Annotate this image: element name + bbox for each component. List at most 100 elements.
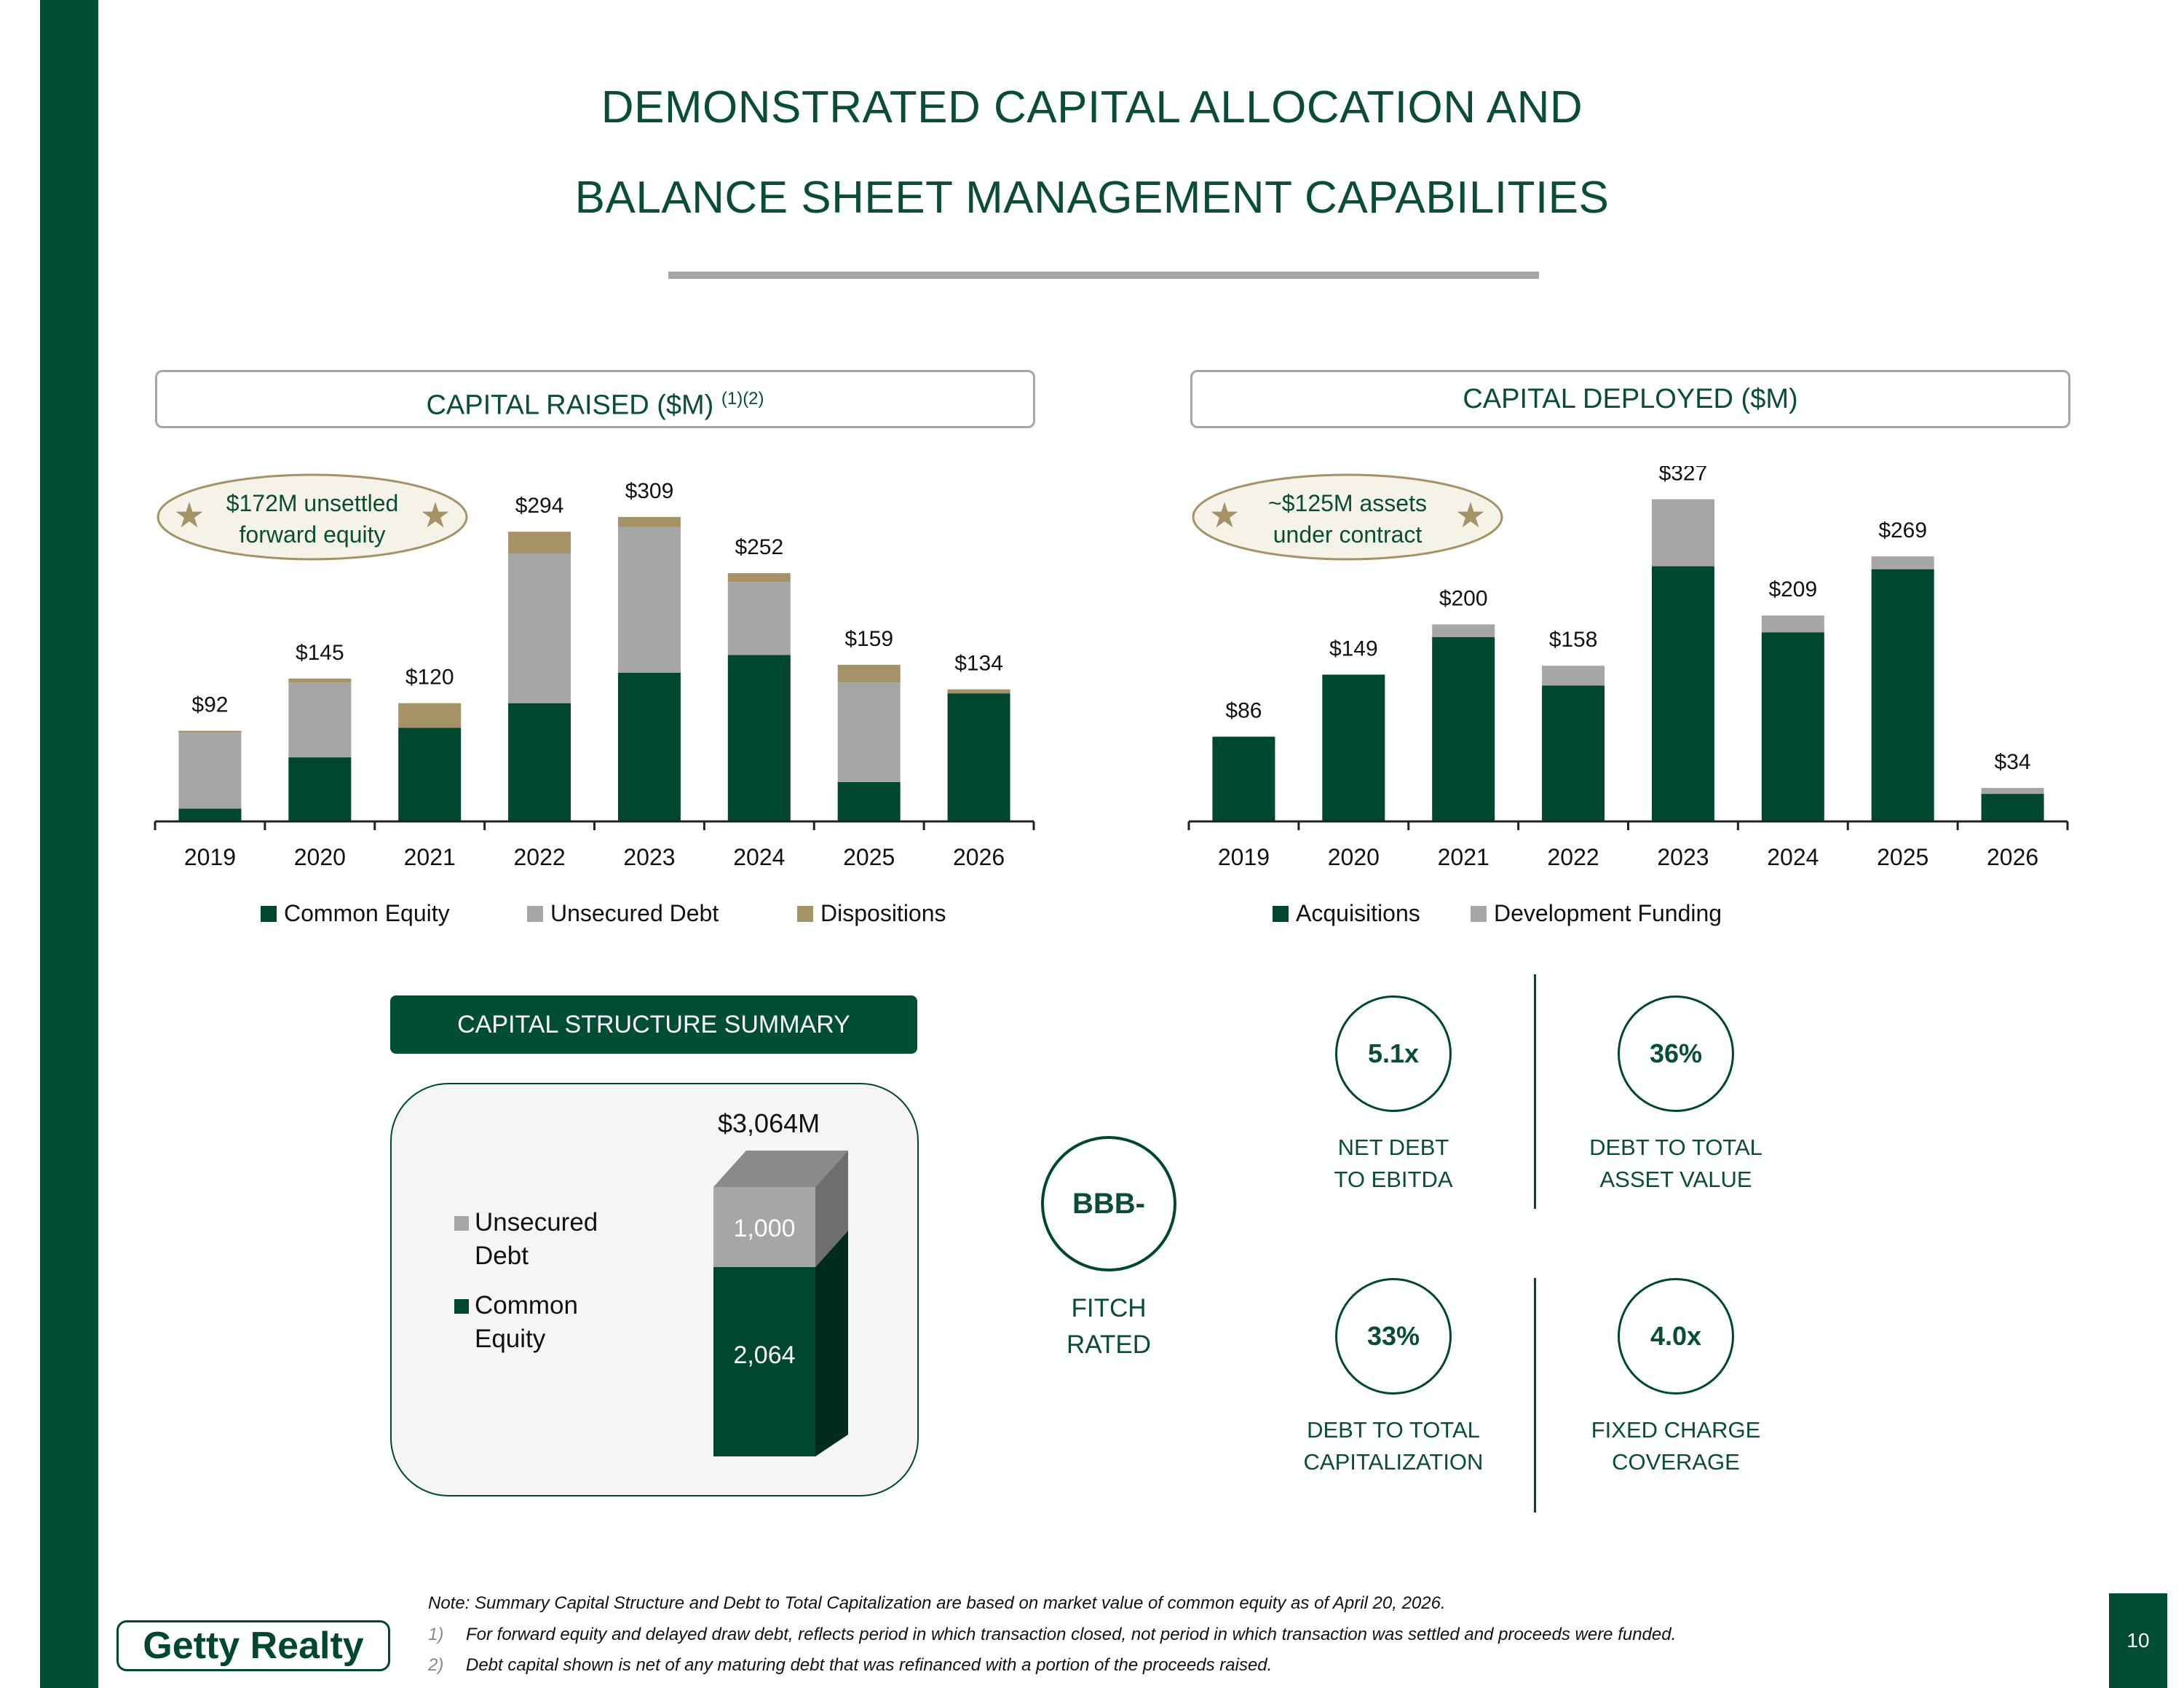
stack-equity-label: 2,064 — [733, 1341, 795, 1369]
deployed-bar-development-funding — [1981, 788, 2044, 794]
deployed-bar-acquisitions — [1871, 569, 1934, 821]
footnote-number: 2) — [428, 1655, 444, 1675]
net-debt-ebitda-label: NET DEBT TO EBITDA — [1334, 1135, 1453, 1192]
deployed-bar-acquisitions — [1212, 736, 1275, 821]
capital-raised-chart: $92 2019 $145 2020 $120 2021 $294 2022 $309 2023 $… — [154, 473, 1035, 870]
legend-swatch — [1273, 905, 1289, 922]
getty-realty-logo: Getty Realty — [116, 1620, 390, 1671]
raised-bar-unsecured-debt — [288, 682, 352, 758]
capital-deployed-header-text: CAPITAL DEPLOYED ($M) — [1463, 384, 1798, 414]
debt-total-asset-circle: 36% — [1618, 995, 1734, 1112]
raised-bar-common-equity — [617, 672, 681, 821]
raised-x-tick-label: 2026 — [953, 844, 1005, 870]
deployed-total-label: $34 — [1995, 750, 2031, 774]
deployed-total-label: $149 — [1329, 636, 1378, 660]
legend-label-line2: Debt — [475, 1242, 529, 1270]
raised-x-tick-label: 2022 — [513, 844, 565, 870]
raised-total-label: $145 — [296, 641, 344, 665]
deployed-x-tick-label: 2019 — [1218, 844, 1270, 870]
deployed-bar-development-funding — [1651, 499, 1714, 567]
raised-bar-dispositions — [288, 678, 352, 683]
raised-total-label: $159 — [844, 627, 893, 651]
fixed-charge-label: FIXED CHARGE COVERAGE — [1591, 1417, 1761, 1475]
raised-total-label: $92 — [191, 693, 228, 717]
capital-deployed-header: CAPITAL DEPLOYED ($M) — [1190, 370, 2070, 428]
raised-total-label: $134 — [954, 652, 1003, 676]
page-number: 10 — [2109, 1593, 2167, 1688]
capital-raised-badge-line2: forward equity — [240, 521, 386, 548]
capital-raised-badge-line1: $172M unsettled — [226, 490, 399, 516]
deployed-bar-acquisitions — [1542, 685, 1605, 821]
raised-total-label: $120 — [405, 666, 454, 690]
page-title-line1: DEMONSTRATED CAPITAL ALLOCATION AND — [601, 82, 1583, 133]
capital-deployed-chart: $86 2019 $149 2020 $200 2021 $158 2022 $327 2023 $… — [1187, 466, 2069, 870]
deployed-bar-development-funding — [1432, 624, 1495, 637]
stack-front-debt — [713, 1187, 815, 1267]
raised-x-tick-label: 2019 — [184, 844, 236, 870]
capital-structure-legend-unsecured: Unsecured Debt — [454, 1206, 598, 1273]
raised-x-tick-label: 2025 — [843, 844, 895, 870]
raised-x-tick-label: 2024 — [733, 844, 785, 870]
stack-side-equity — [815, 1231, 848, 1456]
footnote-2: 2) Debt capital shown is net of any matur… — [428, 1655, 1272, 1676]
raised-bar-unsecured-debt — [178, 733, 242, 809]
raised-bar-common-equity — [947, 693, 1010, 821]
capital-deployed-badge-line2: under contract — [1273, 521, 1423, 548]
capital-raised-legend-common: Common Equity — [261, 900, 450, 927]
legend-swatch — [454, 1299, 469, 1314]
legend-swatch — [261, 905, 277, 922]
deployed-total-label: $200 — [1439, 586, 1488, 610]
raised-bar-unsecured-debt — [727, 582, 791, 655]
capital-raised-legend-unsecured: Unsecured Debt — [527, 900, 719, 927]
deployed-bar-acquisitions — [1322, 674, 1385, 821]
legend-label-line2: Equity — [475, 1325, 546, 1353]
stack-side-debt — [815, 1151, 848, 1267]
deployed-total-label: $158 — [1549, 628, 1598, 652]
footnote-text: For forward equity and delayed draw debt… — [466, 1625, 1677, 1644]
capital-structure-stack: 1,000 2,064 — [713, 1151, 848, 1456]
star-icon: ★ — [1455, 497, 1486, 535]
raised-bar-unsecured-debt — [837, 682, 901, 782]
raised-bar-dispositions — [617, 516, 681, 527]
footnote-number: 1) — [428, 1625, 444, 1644]
capital-raised-badge: ★ ★ $172M unsettled forward equity — [157, 473, 468, 561]
star-icon: ★ — [419, 497, 451, 535]
capital-raised-header: CAPITAL RAISED ($M) (1)(2) — [155, 370, 1035, 428]
deployed-bar-development-funding — [1542, 666, 1605, 686]
legend-label-line1: Unsecured — [475, 1208, 598, 1237]
fixed-charge-circle: 4.0x — [1618, 1278, 1734, 1395]
star-icon: ★ — [1208, 497, 1240, 535]
deployed-x-tick-label: 2025 — [1877, 844, 1928, 870]
deployed-bar-acquisitions — [1761, 632, 1824, 821]
deployed-x-tick-label: 2026 — [1987, 844, 2038, 870]
rating-label: FITCH RATED — [1066, 1294, 1152, 1359]
capital-raised-header-text: CAPITAL RAISED ($M) — [426, 390, 714, 421]
raised-bar-common-equity — [178, 808, 242, 821]
metrics-divider-top — [1534, 974, 1536, 1209]
capital-deployed-legend-development: Development Funding — [1471, 900, 1722, 927]
capital-deployed-legend-acquisitions: Acquisitions — [1273, 900, 1420, 927]
deployed-total-label: $209 — [1768, 577, 1817, 602]
raised-total-label: $252 — [735, 535, 783, 559]
deployed-bar-acquisitions — [1981, 794, 2044, 821]
legend-swatch — [1471, 905, 1487, 922]
raised-x-tick-label: 2021 — [404, 844, 456, 870]
footnote-text: Debt capital shown is net of any maturin… — [466, 1655, 1273, 1675]
raised-bar-common-equity — [727, 655, 791, 821]
raised-total-label: $294 — [515, 494, 564, 518]
raised-bar-dispositions — [398, 703, 462, 728]
deployed-x-tick-label: 2022 — [1547, 844, 1599, 870]
title-divider — [668, 272, 1539, 279]
raised-bar-dispositions — [178, 730, 242, 733]
legend-label-line1: Common — [475, 1291, 578, 1320]
legend-swatch — [454, 1216, 469, 1231]
capital-deployed-badge-line1: ~$125M assets — [1268, 490, 1427, 516]
capital-structure-total: $3,064M — [718, 1108, 820, 1138]
stack-debt-label: 1,000 — [733, 1215, 795, 1242]
deployed-bar-acquisitions — [1651, 566, 1714, 821]
deployed-bar-development-funding — [1871, 556, 1934, 569]
footnote-1: 1) For forward equity and delayed draw de… — [428, 1625, 1676, 1645]
capital-raised-legend-dispositions: Dispositions — [797, 900, 946, 927]
legend-label: Development Funding — [1494, 900, 1722, 926]
stack-front-equity — [713, 1267, 815, 1456]
